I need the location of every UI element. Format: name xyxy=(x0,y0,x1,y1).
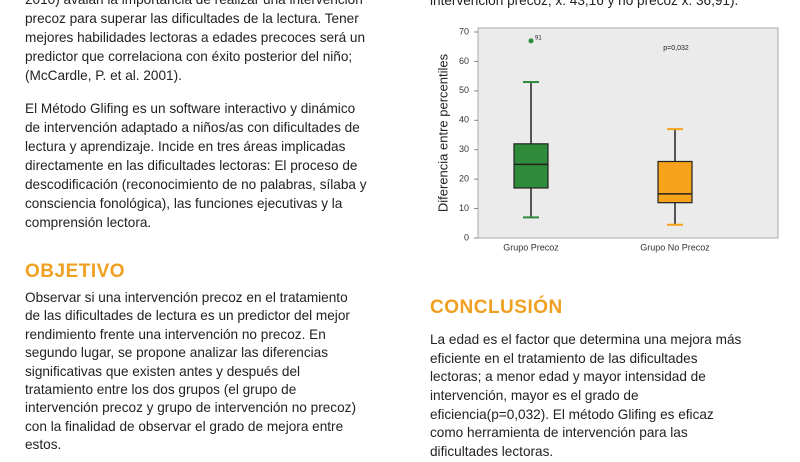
text-line: consciencia fonológica), las funciones e… xyxy=(25,196,343,211)
objetivo-text: Observar si una intervención precoz en e… xyxy=(25,289,356,455)
y-axis-label: Diferencia entre percentiles xyxy=(435,53,450,212)
objetivo-heading: OBJETIVO xyxy=(25,261,126,282)
text-line: segundo lugar, se propone analizar las d… xyxy=(25,345,329,361)
text-line: rendimiento frente una intervención no p… xyxy=(25,326,326,342)
text-line: lectura y aprendizaje. Incide en tres ár… xyxy=(25,139,346,154)
conclusion-text: La edad es el factor que determina una m… xyxy=(430,331,741,462)
plot-area xyxy=(477,27,779,239)
text-line: precoz para superar las dificultades de … xyxy=(25,11,359,26)
text-line: comprensión lectora. xyxy=(25,215,152,230)
right-intro: intervención precoz; x̄: 43,16 y no prec… xyxy=(430,0,738,10)
p-value: p=0,032 xyxy=(663,45,689,52)
text-line: intervención, mayor es el grado de xyxy=(430,388,639,404)
box xyxy=(513,143,549,189)
outlier-label: 91 xyxy=(535,35,542,41)
text-line: como herramienta de intervención para la… xyxy=(430,425,688,441)
y-tick-label: 0 xyxy=(464,232,469,242)
text-line: El Método Glifing es un software interac… xyxy=(25,101,356,116)
y-tick-label: 10 xyxy=(459,203,469,213)
text-line: Observar si una intervención precoz en e… xyxy=(25,290,348,305)
text-line: directamente en las dificultades lectora… xyxy=(25,158,358,173)
text-line: estos. xyxy=(25,437,62,453)
text-line: tratamiento entre los dos grupos (el gru… xyxy=(25,381,297,397)
y-tick-label: 60 xyxy=(459,56,469,66)
y-tick-label: 40 xyxy=(459,115,469,125)
text-line: de las dificultades de lectura es un pre… xyxy=(25,308,350,324)
text-line: significativas que existen antes y despu… xyxy=(25,363,301,379)
conclusion-heading: CONCLUSIÓN xyxy=(430,297,563,318)
boxplot-chart: Diferencia entre percentiles p=0,032 0 10… xyxy=(435,26,779,252)
y-tick-label: 20 xyxy=(459,174,469,184)
text-line: de intervención adaptado a niños/as con … xyxy=(25,120,360,135)
box xyxy=(657,160,693,204)
text-line: predictor que correlaciona con éxito pos… xyxy=(25,49,353,64)
text-line: La edad es el factor que determina una m… xyxy=(430,332,742,347)
text-line: intervención precoz; x̄: 43,16 y no prec… xyxy=(430,0,739,8)
outlier xyxy=(528,38,534,44)
x-tick-label: Grupo Precoz xyxy=(503,242,559,252)
y-tick-label: 50 xyxy=(459,85,469,95)
method-text: El Método Glifing es un software interac… xyxy=(25,99,367,232)
x-tick-label: Grupo No Precoz xyxy=(640,242,710,252)
text-line: descodificación (reconocimiento de no pa… xyxy=(25,177,367,192)
text-line: eficiencia(p=0,032). El método Glifing e… xyxy=(430,406,714,422)
text-line: con la finalidad de observar el grado de… xyxy=(25,418,344,434)
text-line: eficiente en el tratamiento de las dific… xyxy=(430,350,698,366)
y-tick-label: 30 xyxy=(459,144,469,154)
y-tick-label: 70 xyxy=(459,26,469,36)
text-line: intervención precoz y grupo de intervenc… xyxy=(25,400,356,416)
text-line: (McCardle, P. et al. 2001). xyxy=(25,68,182,83)
text-line: mejores habilidades lectoras a edades pr… xyxy=(25,30,366,45)
text-line: lectoras; a menor edad y mayor intensida… xyxy=(430,369,706,385)
